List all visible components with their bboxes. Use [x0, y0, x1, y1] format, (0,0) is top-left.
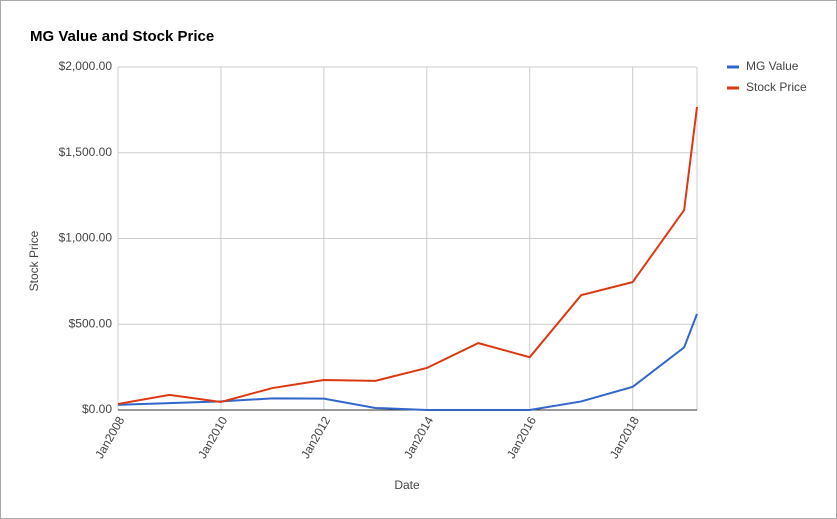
y-tick-label: $0.00	[82, 402, 112, 416]
chart-title: MG Value and Stock Price	[30, 28, 214, 45]
y-tick-label: $2,000.00	[59, 59, 113, 73]
y-tick-label: $1,500.00	[59, 145, 113, 159]
data-line	[117, 106, 698, 405]
y-tick-label: $1,000.00	[59, 231, 113, 245]
legend-label: Stock Price	[746, 80, 807, 94]
y-axis-title: Stock Price	[27, 230, 41, 291]
y-tick-label: $500.00	[69, 316, 113, 330]
x-axis-title: Date	[394, 478, 420, 492]
legend-label: MG Value	[746, 59, 799, 73]
